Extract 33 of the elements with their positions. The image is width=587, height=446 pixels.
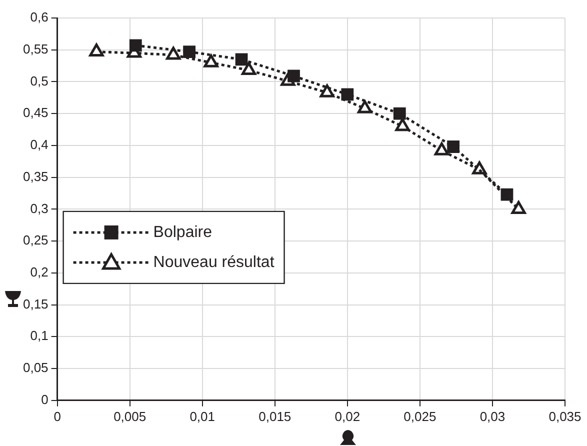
point: [320, 84, 334, 98]
y-tick-label: 0,3: [30, 200, 48, 216]
point: [183, 46, 196, 58]
x-tick-label: 0,01: [190, 408, 216, 424]
x-tick-label: 0: [54, 408, 61, 424]
y-tick-label: 0,15: [22, 296, 48, 312]
y-tick-label: 0,5: [30, 73, 48, 88]
y-tick-label: 0,45: [22, 105, 48, 120]
y-tick-label: 0,6: [30, 10, 48, 25]
x-tick-label: 0,02: [334, 408, 360, 424]
x-tick-label: 0,015: [258, 408, 292, 424]
x-tick-label: 0,035: [548, 408, 582, 424]
point: [358, 100, 372, 114]
y-tick-label: 0,05: [22, 360, 48, 376]
point: [204, 54, 218, 68]
y-tick-label: 0,25: [22, 232, 48, 248]
y-tick-label: 0,1: [30, 328, 48, 344]
x-tick-label: 0,03: [480, 408, 506, 424]
y-tick-label: 0: [41, 392, 48, 407]
y-tick-label: 0,4: [30, 137, 48, 152]
legend-label: Bolpaire: [153, 224, 212, 241]
y-tick-label: 0,2: [30, 264, 48, 280]
point: [434, 142, 450, 156]
y-tick-label: 0,55: [22, 41, 48, 56]
legend-label: Nouveau résultat: [153, 254, 275, 271]
point: [89, 44, 104, 57]
y-tick-label: 0,35: [22, 168, 48, 184]
x-tick-label: 0,025: [404, 408, 436, 424]
point: [395, 118, 410, 132]
point: [511, 200, 526, 214]
x-tick-label: 0,005: [114, 408, 146, 424]
point: [241, 62, 256, 76]
point: [166, 46, 181, 60]
